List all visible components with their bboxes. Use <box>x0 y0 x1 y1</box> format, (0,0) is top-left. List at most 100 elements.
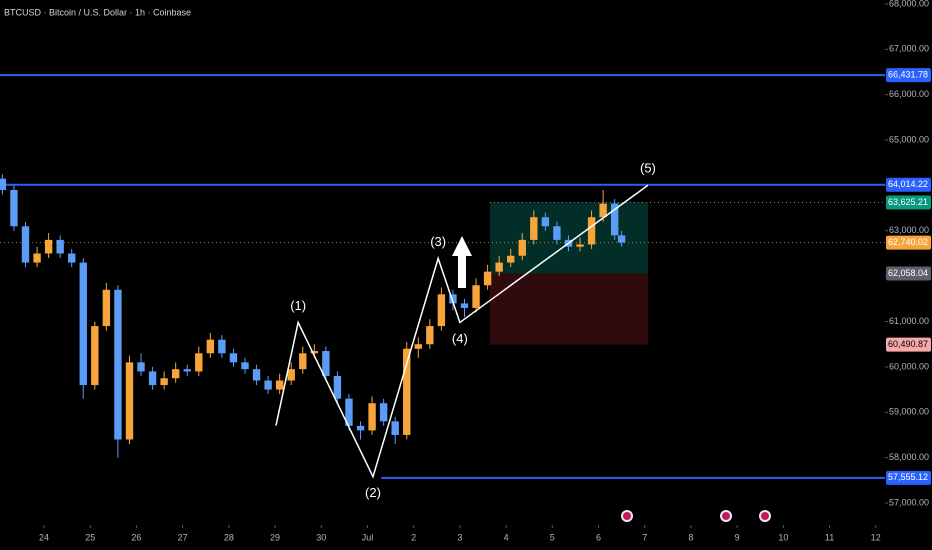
event-icons <box>621 510 771 522</box>
candle-body <box>91 326 99 386</box>
candle-body <box>229 353 238 363</box>
wave-label: (3) <box>430 234 446 249</box>
price-tag-label: 62,740.02 <box>888 237 928 247</box>
candle <box>229 348 238 367</box>
candle <box>160 371 168 390</box>
candle-body <box>160 378 168 386</box>
candle <box>379 398 388 426</box>
candle-body <box>206 339 215 354</box>
y-tick-label: 57,000.00 <box>889 497 929 507</box>
candle-body <box>218 339 226 354</box>
candle <box>587 210 596 249</box>
price-tag-box <box>886 266 931 281</box>
y-tick-label: 68,000.00 <box>889 0 929 8</box>
y-tick-label: 60,000.00 <box>889 361 929 371</box>
y-tick-label: 63,000.00 <box>889 225 929 235</box>
candle <box>183 364 191 376</box>
candle-body <box>33 253 41 263</box>
candle-body <box>460 303 469 308</box>
y-tick-label: 58,000.00 <box>889 452 929 462</box>
candle <box>195 346 203 376</box>
candle-body <box>333 375 342 399</box>
x-tick-label: 11 <box>825 532 834 542</box>
candle <box>472 278 480 313</box>
candle-body <box>449 294 457 304</box>
candle-body <box>553 226 561 240</box>
candle <box>610 199 619 240</box>
candle-body <box>171 369 180 379</box>
price-tag-box <box>886 177 931 192</box>
candle-body <box>541 217 550 227</box>
candle-body <box>114 289 122 440</box>
price-tag-label: 64,014.22 <box>888 179 928 189</box>
candle-body <box>287 369 295 381</box>
candle <box>148 366 157 390</box>
candle-body <box>322 351 330 376</box>
candle-body <box>356 425 365 431</box>
candle <box>426 319 434 349</box>
candle <box>333 371 342 404</box>
candle-body <box>21 226 30 263</box>
candle-body <box>345 398 353 426</box>
candle-body <box>379 403 388 422</box>
price-tag: 62,740.02 <box>886 235 931 250</box>
candle <box>299 346 307 374</box>
candle-body <box>44 239 53 254</box>
candle-body <box>483 271 492 286</box>
x-tick-label: 24 <box>39 532 49 542</box>
y-tick-label: 65,000.00 <box>889 134 929 144</box>
up-arrow <box>452 236 472 288</box>
candle-body <box>10 189 18 227</box>
chart-title: BTCUSD · Bitcoin / U.S. Dollar · 1h · Co… <box>4 7 191 17</box>
candle-body <box>252 369 261 381</box>
candle <box>437 287 446 331</box>
candle <box>553 221 561 245</box>
candle-body <box>414 344 422 349</box>
candle-body <box>530 217 538 240</box>
wave-label: (2) <box>365 485 381 500</box>
candle-body <box>599 203 607 218</box>
wave-label: (1) <box>290 298 306 313</box>
candle-body <box>403 348 411 435</box>
candle-body <box>241 362 249 370</box>
candle-body <box>437 294 446 327</box>
candle-body <box>264 380 272 390</box>
candle <box>345 394 353 431</box>
candle-body <box>495 262 503 272</box>
candle <box>541 212 550 231</box>
y-tick-label: 59,000.00 <box>889 407 929 417</box>
wave-label: (4) <box>452 331 468 346</box>
candle-body <box>587 217 596 245</box>
x-tick-label: 8 <box>688 532 693 542</box>
price-tag-label: 62,058.04 <box>888 268 928 278</box>
loss-zone <box>489 273 648 345</box>
candle <box>79 258 87 399</box>
candle <box>322 346 330 381</box>
candle-body <box>183 369 191 372</box>
price-tag: 62,058.04 <box>886 266 931 281</box>
candle <box>241 357 249 374</box>
price-tag-label: 63,625.21 <box>888 197 928 207</box>
candle-body <box>275 380 284 390</box>
candle <box>137 353 145 376</box>
candle-body <box>299 353 307 370</box>
candle-body <box>195 353 203 372</box>
event-icon <box>722 512 730 520</box>
candle <box>264 375 272 395</box>
price-tag: 57,555.12 <box>886 470 931 485</box>
x-tick-label: 29 <box>270 532 280 542</box>
event-icon <box>761 512 769 520</box>
wave-label: (5) <box>640 161 656 176</box>
candle <box>91 321 99 390</box>
candle-body <box>391 421 399 435</box>
candle <box>483 264 492 290</box>
candle-body <box>102 289 111 327</box>
x-tick-label: 2 <box>411 532 416 542</box>
price-tag-box <box>886 235 931 250</box>
price-tag-box <box>886 470 931 485</box>
candle-body <box>125 362 134 440</box>
candle-body <box>617 235 626 243</box>
price-tag-box <box>886 337 931 352</box>
wave-line <box>275 184 649 479</box>
